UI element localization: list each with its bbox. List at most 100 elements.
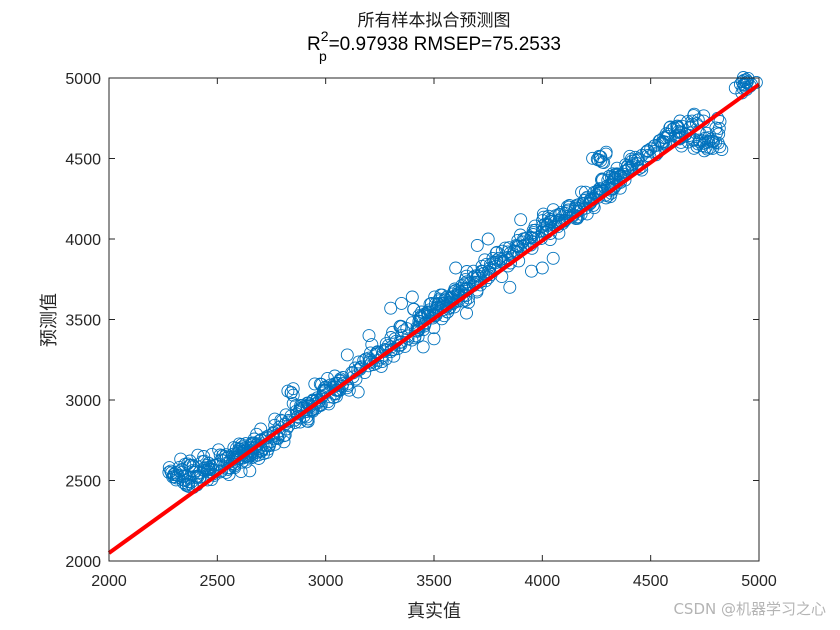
chart-title: 所有样本拟合预测图 (357, 11, 511, 31)
data-point (480, 257, 494, 271)
data-point (586, 151, 600, 165)
data-point (386, 325, 400, 339)
data-point (628, 150, 642, 164)
data-point (597, 156, 611, 170)
data-point (340, 348, 354, 362)
data-point (169, 466, 183, 480)
data-point (322, 397, 336, 411)
data-point (675, 119, 689, 133)
y-tick-label: 3500 (65, 313, 101, 330)
data-point (687, 107, 701, 121)
data-point (635, 163, 649, 177)
data-point (728, 81, 742, 95)
y-axis-ticks: 2000 2500 3000 3500 4000 4500 5000 (65, 71, 759, 571)
data-point (427, 332, 441, 346)
data-point (266, 427, 280, 441)
data-point (501, 259, 515, 273)
chart-subtitle: R2 p =0.97938 RMSEP=75.2533 (0, 28, 840, 64)
data-point (477, 267, 491, 280)
data-point (543, 215, 557, 228)
data-point (514, 213, 528, 227)
data-point (234, 465, 248, 479)
data-point (579, 201, 593, 215)
data-point (179, 477, 193, 491)
data-point (712, 121, 726, 135)
x-tick-label: 4000 (525, 573, 561, 590)
data-point (657, 135, 671, 149)
data-point (243, 464, 257, 478)
data-point (213, 465, 227, 479)
y-tick-label: 4500 (65, 152, 101, 169)
data-point (407, 302, 421, 316)
data-point (641, 148, 655, 162)
data-point (352, 355, 366, 369)
data-point (706, 141, 720, 155)
data-point (560, 205, 574, 219)
metrics-text: =0.97938 RMSEP=75.2533 (328, 34, 561, 55)
data-point (641, 144, 655, 158)
fit-line (107, 82, 761, 555)
data-point (449, 295, 462, 309)
data-point (630, 157, 644, 170)
data-point (697, 109, 711, 123)
y-tick-label: 2500 (65, 474, 101, 491)
data-point (277, 435, 291, 449)
data-point (277, 429, 291, 443)
y-tick-label: 3000 (65, 393, 101, 410)
data-point (321, 371, 334, 385)
data-point (639, 145, 653, 159)
data-point (502, 241, 516, 255)
data-point (702, 135, 716, 148)
data-point (221, 461, 235, 475)
data-point (307, 399, 321, 413)
data-point (537, 210, 551, 224)
data-point (418, 309, 431, 323)
data-point (495, 244, 509, 258)
data-point (462, 295, 475, 309)
data-point (740, 75, 754, 89)
data-point (318, 381, 332, 395)
data-point (590, 152, 604, 166)
data-point (468, 269, 482, 283)
y-axis-label: 预测值 (39, 293, 60, 347)
data-point (623, 149, 637, 163)
data-point (268, 437, 282, 451)
data-point (525, 264, 538, 278)
data-point (608, 168, 622, 182)
y-tick-label: 2000 (65, 554, 101, 571)
data-point (197, 450, 211, 463)
data-point (384, 301, 398, 315)
x-axis-ticks: 2000 2500 3000 3500 4000 4500 5000 (91, 78, 777, 590)
x-tick-label: 5000 (741, 573, 777, 590)
data-point (686, 133, 700, 147)
data-point (503, 280, 517, 294)
data-point (460, 306, 473, 320)
data-point (357, 354, 371, 368)
data-point (268, 412, 282, 426)
x-tick-label: 2000 (91, 573, 127, 590)
data-point (481, 232, 495, 246)
data-point (599, 145, 613, 159)
data-point (191, 448, 205, 462)
scatter-points (162, 71, 763, 494)
data-point (362, 359, 376, 373)
x-tick-label: 3000 (308, 573, 344, 590)
watermark: CSDN @机器学习之心 (673, 600, 826, 618)
data-point (692, 135, 706, 149)
data-point (282, 415, 296, 429)
x-axis-label: 真实值 (407, 601, 461, 622)
data-point (200, 463, 214, 477)
data-point (281, 384, 295, 398)
data-point (235, 438, 249, 452)
x-tick-label: 3500 (416, 573, 452, 590)
data-point (586, 198, 600, 212)
data-point (572, 197, 586, 211)
data-point (362, 329, 376, 343)
data-point (351, 385, 365, 399)
data-point (710, 126, 723, 140)
x-tick-label: 2500 (200, 573, 236, 590)
data-point (385, 343, 399, 357)
data-point (405, 290, 419, 304)
